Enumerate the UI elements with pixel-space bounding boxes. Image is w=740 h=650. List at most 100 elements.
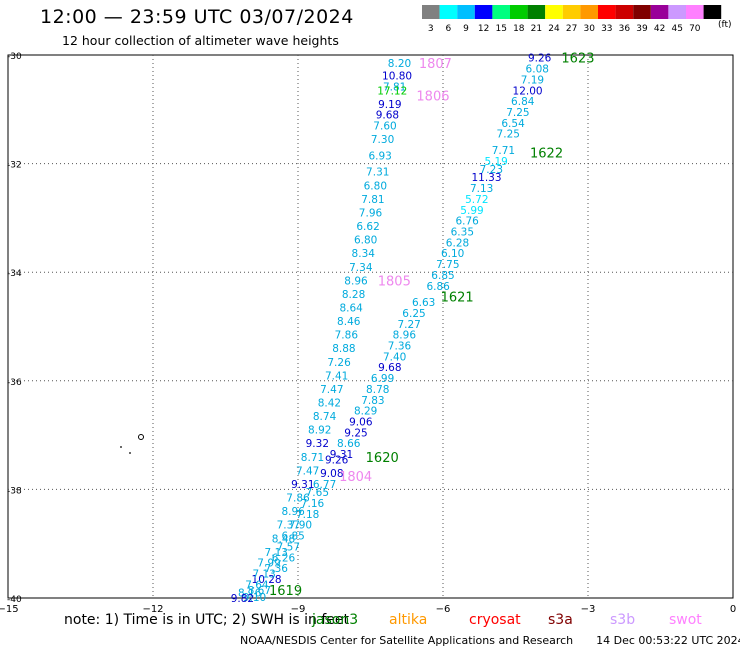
satellite-name-s3b: s3b: [610, 612, 636, 628]
swh-value-label: 8.29: [354, 406, 377, 418]
swh-value-label: 5.72: [465, 194, 488, 206]
legend-label: 36: [619, 24, 631, 34]
legend-label: 18: [513, 24, 525, 34]
x-tick-label: −15: [0, 604, 19, 615]
swh-value-label: 8.64: [339, 302, 363, 314]
legend-swatch: [580, 5, 598, 19]
swh-value-label: 7.40: [383, 351, 406, 363]
pass-number-label: 1621: [441, 291, 474, 306]
swh-value-label: 7.13: [265, 547, 288, 559]
x-tick-label: 0: [730, 604, 736, 615]
map-title: 12:00 — 23:59 UTC 03/07/2024: [40, 6, 354, 28]
swh-value-label: 8.96: [393, 330, 417, 342]
legend-swatch: [527, 5, 546, 19]
swh-value-label: 7.64: [245, 579, 269, 591]
pass-number-label: 1805: [378, 274, 411, 289]
swh-value-label: 7.19: [521, 74, 544, 86]
swh-value-label: 6.76: [455, 216, 479, 228]
footer-note: note: 1) Time is in UTC; 2) SWH is in fe…: [64, 612, 350, 628]
satellite-name-s3a: s3a: [548, 612, 573, 628]
legend-swatch: [668, 5, 686, 19]
swh-value-label: 6.77: [313, 479, 336, 491]
swh-value-label: 9.31: [330, 449, 353, 461]
satellite-name-altika: altika: [389, 612, 428, 628]
swh-value-label: 7.18: [296, 509, 319, 521]
legend-swatch: [510, 5, 528, 19]
pass-number-label: 1806: [416, 90, 449, 105]
legend-label: 39: [636, 24, 648, 34]
swh-value-label: 8.34: [352, 248, 376, 260]
pass-number-label: 1807: [419, 57, 452, 72]
legend-label: 12: [478, 24, 489, 34]
legend-swatch: [492, 5, 510, 19]
swh-value-label: 6.26: [272, 552, 296, 564]
swh-value-label: 7.86: [335, 330, 359, 342]
swh-value-label: 6.10: [441, 248, 464, 260]
swh-value-label: 8.92: [308, 425, 331, 437]
swh-value-label: 9.31: [291, 479, 314, 491]
y-tick-label: -36: [7, 378, 22, 388]
swh-value-label: 12.00: [513, 85, 543, 97]
swh-value-label: 7.71: [492, 145, 515, 157]
swh-value-label: 9.19: [378, 99, 401, 111]
swh-value-label: 8.42: [318, 398, 341, 410]
swh-value-label: 7.25: [497, 129, 520, 141]
swh-value-label: 6.35: [451, 226, 474, 238]
swh-value-label: 9.25: [344, 427, 367, 439]
swh-value-label: 7.57: [277, 541, 300, 553]
legend-label: 15: [495, 24, 506, 34]
x-tick-label: −12: [142, 604, 163, 615]
legend-label: 24: [548, 24, 560, 34]
swh-value-label: 9.08: [320, 468, 343, 480]
swh-value-label: 7.81: [383, 81, 406, 93]
legend-label: 9: [463, 24, 469, 34]
swh-value-label: 7.27: [397, 319, 420, 331]
x-tick-label: −6: [436, 604, 451, 615]
pass-number-label: 1804: [339, 470, 372, 485]
legend-label: 27: [566, 24, 577, 34]
island-outline: [138, 434, 144, 440]
swh-value-label: 10.80: [382, 71, 412, 83]
legend-label: 70: [689, 24, 701, 34]
pass-number-label: 1619: [269, 584, 302, 599]
swh-value-label: 8.96: [344, 275, 368, 287]
legend-swatch: [562, 5, 581, 19]
legend-label: 45: [671, 24, 682, 34]
x-tick-label: −3: [581, 604, 596, 615]
color-legend: 3 6 9 12 15 18 21 24 27 30 33 36 39 42 45 70: [422, 5, 722, 34]
swh-value-label: 7.13: [470, 183, 493, 195]
swh-value-label: 6.62: [356, 221, 379, 233]
swh-value-label: 8.67: [248, 585, 271, 597]
legend-label: 30: [583, 24, 595, 34]
y-tick-label: -38: [7, 486, 22, 496]
swh-value-label: 8.66: [337, 438, 361, 450]
map-subtitle: 12 hour collection of altimeter wave hei…: [62, 33, 339, 48]
legend-swatch: [439, 5, 458, 19]
swh-value-label: 7.37: [277, 520, 300, 532]
swh-value-label: 9.68: [378, 362, 401, 374]
wave-height-map: −15 −12 −9 −6 −3 0-30-32-34-36-38-409.266.087…: [0, 52, 736, 615]
swh-value-label: 5.19: [484, 156, 507, 168]
swh-value-label: 8.20: [388, 58, 411, 70]
swh-value-label: 7.81: [361, 194, 384, 206]
footer-credit-line: NOAA/NESDIS Center for Satellite Applica…: [240, 634, 740, 647]
swh-value-label: 9.32: [306, 438, 329, 450]
swh-value-label: 8.28: [342, 289, 365, 301]
swh-value-label: 8.71: [301, 452, 324, 464]
swh-value-label: 17.12: [377, 85, 407, 97]
legend-swatch: [457, 5, 475, 19]
legend-label: 6: [446, 24, 452, 34]
satellite-name-jason3: jason3: [312, 612, 359, 628]
legend-swatch: [422, 5, 440, 19]
swh-value-label: 8.46: [337, 316, 361, 328]
swh-value-label: 7.65: [306, 487, 329, 499]
swh-value-label: 10.28: [252, 574, 282, 586]
swh-value-label: 5.99: [460, 205, 483, 217]
pass-number-label: 1620: [366, 451, 399, 466]
legend-swatch: [615, 5, 634, 19]
swh-value-label: 7.47: [296, 465, 319, 477]
swh-value-label: 9.26: [325, 455, 349, 467]
satellite-name-cryosat: cryosat: [469, 612, 521, 628]
swh-value-label: 9.68: [376, 110, 399, 122]
legend-swatch: [633, 5, 651, 19]
